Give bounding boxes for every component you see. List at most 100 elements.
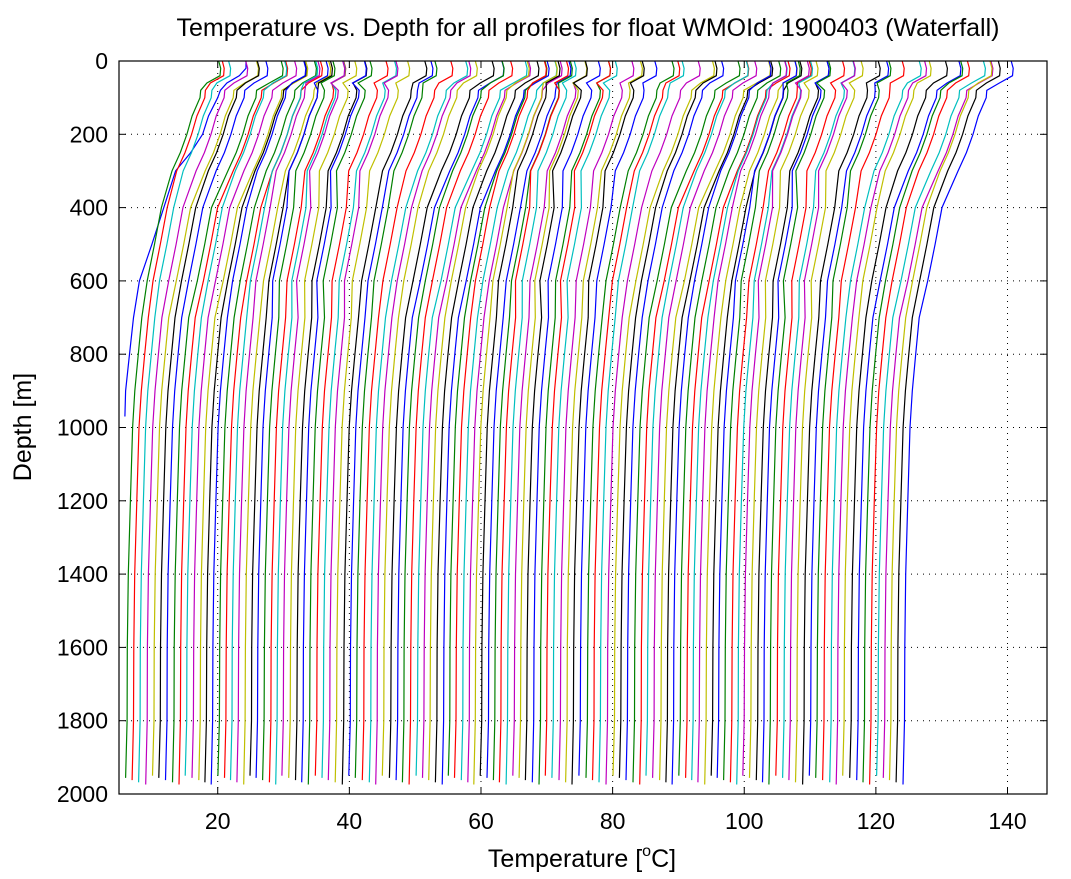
profile-line	[659, 60, 772, 781]
profile-line	[307, 60, 373, 785]
profile-line	[505, 60, 577, 785]
profile-line	[822, 60, 905, 781]
y-axis-label: Depth [m]	[9, 373, 37, 481]
profile-line	[591, 60, 681, 781]
profile-line	[314, 60, 389, 776]
profile-line	[748, 60, 819, 778]
profile-line	[151, 60, 260, 776]
profile-line	[888, 60, 993, 781]
profile-line	[460, 60, 558, 781]
profile-line	[882, 60, 994, 778]
x-axis-ticks: 20 40 60 80 100 120 140	[205, 61, 1027, 834]
profile-line	[775, 60, 846, 776]
profile-line	[361, 60, 454, 781]
x-tick-label: 80	[600, 808, 626, 834]
profile-line	[788, 60, 856, 781]
profile-line	[632, 60, 741, 783]
y-tick-label: 1800	[57, 708, 108, 734]
profile-line	[697, 60, 788, 783]
profile-line	[895, 60, 1001, 783]
profile-line	[388, 60, 495, 778]
profile-line	[652, 60, 758, 778]
profile-line	[334, 60, 411, 783]
profile-line	[598, 60, 685, 783]
profile-line	[768, 60, 832, 785]
profile-line	[395, 60, 505, 781]
profile-line	[125, 60, 222, 778]
profile-line	[829, 60, 922, 783]
profile-line	[492, 60, 573, 781]
x-tick-label: 100	[725, 808, 763, 834]
x-axis-label-main: Temperature [	[488, 845, 642, 873]
profile-line	[198, 60, 309, 781]
profile-line	[558, 60, 635, 781]
x-tick-label: 40	[337, 808, 363, 834]
profile-line	[171, 60, 284, 783]
profile-line	[210, 60, 307, 785]
profile-line	[512, 60, 588, 776]
profile-line-first	[124, 61, 247, 417]
profile-line	[729, 60, 812, 783]
profile-line	[856, 60, 962, 781]
chart-title: Temperature vs. Depth for all profiles f…	[176, 14, 999, 42]
profile-line	[802, 60, 881, 785]
profile-line	[368, 60, 469, 783]
profile-line	[578, 60, 658, 776]
profile-line	[321, 60, 398, 778]
profile-line	[524, 60, 588, 781]
profile-line	[479, 60, 561, 776]
profile-line	[869, 60, 971, 785]
profile-line	[605, 60, 701, 785]
profile-line	[710, 60, 803, 776]
profile-line	[645, 60, 749, 776]
profile-line	[467, 60, 563, 783]
profile-line	[782, 60, 856, 778]
profile-line	[301, 60, 367, 783]
profile-line	[761, 60, 830, 783]
profile-line	[131, 60, 225, 781]
profile-line	[375, 60, 472, 785]
y-tick-label: 1600	[57, 634, 108, 660]
x-axis-label-superscript: o	[642, 843, 651, 860]
profile-line	[262, 60, 336, 781]
profile-line	[518, 60, 588, 778]
profile-line	[447, 60, 548, 776]
profile-line	[565, 60, 644, 783]
profile-line	[678, 60, 782, 776]
y-tick-label: 200	[70, 121, 108, 147]
profile-line	[742, 60, 810, 776]
y-tick-label: 2000	[57, 781, 108, 807]
profile-line	[498, 60, 570, 783]
profile-line	[158, 60, 260, 778]
profile-line	[736, 60, 814, 785]
x-tick-label: 60	[468, 808, 494, 834]
y-tick-label: 400	[70, 195, 108, 221]
x-tick-label: 140	[988, 808, 1026, 834]
profile-line	[639, 60, 750, 785]
profile-line	[288, 60, 358, 778]
profile-line	[408, 60, 514, 785]
y-tick-label: 1000	[57, 415, 108, 441]
profile-line	[281, 60, 346, 776]
profile-line	[794, 60, 864, 783]
profile-line	[415, 60, 528, 776]
profile-line	[164, 60, 269, 781]
profile-line	[835, 60, 928, 785]
profile-line	[862, 60, 964, 783]
profile-line	[249, 60, 334, 776]
profile-line	[191, 60, 298, 778]
profile-line	[531, 60, 601, 783]
profile-line	[704, 60, 798, 785]
y-tick-label: 800	[70, 341, 108, 367]
y-axis-ticks: 0 200 400 600 800 1000 1200 1400 1600 1800 2000	[57, 48, 1047, 807]
profile-line	[434, 60, 540, 783]
y-tick-label: 1200	[57, 488, 108, 514]
y-tick-label: 600	[70, 268, 108, 294]
profile-line	[618, 60, 718, 778]
profile-line	[255, 60, 329, 778]
profile-line	[755, 60, 830, 781]
profile-line	[294, 60, 368, 781]
profile-line	[401, 60, 505, 783]
profile-line	[354, 60, 438, 778]
profile-line	[625, 60, 725, 781]
